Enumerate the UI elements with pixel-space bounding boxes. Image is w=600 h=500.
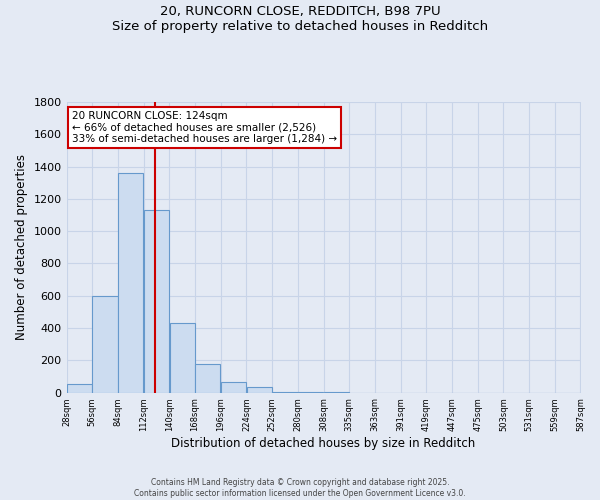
Bar xyxy=(118,173,143,392)
Bar xyxy=(221,382,246,392)
Bar xyxy=(92,296,118,392)
Text: 20, RUNCORN CLOSE, REDDITCH, B98 7PU
Size of property relative to detached house: 20, RUNCORN CLOSE, REDDITCH, B98 7PU Siz… xyxy=(112,5,488,33)
Bar xyxy=(67,384,92,392)
Bar xyxy=(247,387,272,392)
Text: 20 RUNCORN CLOSE: 124sqm
← 66% of detached houses are smaller (2,526)
33% of sem: 20 RUNCORN CLOSE: 124sqm ← 66% of detach… xyxy=(71,110,337,144)
Bar xyxy=(195,364,220,392)
Bar xyxy=(144,210,169,392)
Text: Contains HM Land Registry data © Crown copyright and database right 2025.
Contai: Contains HM Land Registry data © Crown c… xyxy=(134,478,466,498)
X-axis label: Distribution of detached houses by size in Redditch: Distribution of detached houses by size … xyxy=(172,437,476,450)
Bar xyxy=(170,323,195,392)
Y-axis label: Number of detached properties: Number of detached properties xyxy=(15,154,28,340)
